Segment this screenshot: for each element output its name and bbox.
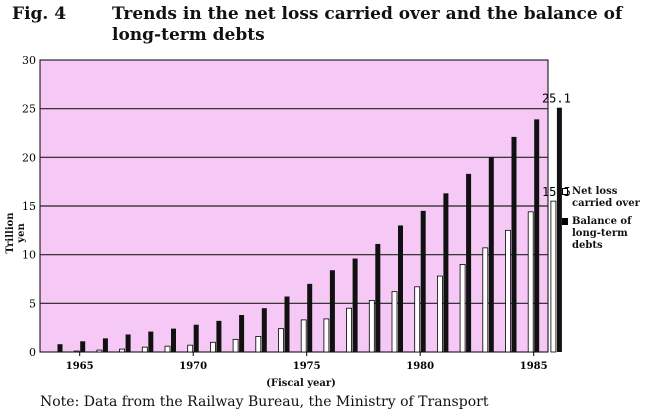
- bar-net-loss: [414, 286, 421, 353]
- bar-net-loss: [119, 348, 125, 353]
- bar-net-loss: [482, 247, 489, 353]
- bar-long-term-debts: [352, 258, 358, 352]
- y-tick-label: 0: [29, 346, 36, 359]
- bar-net-loss: [436, 275, 443, 353]
- legend-label-line: long-term: [572, 228, 628, 239]
- legend-label-line: debts: [572, 240, 603, 251]
- bar-long-term-debts: [329, 270, 335, 352]
- x-tick-label: 1975: [293, 361, 321, 372]
- bar-net-loss: [255, 336, 262, 353]
- bar-long-term-debts: [216, 320, 222, 352]
- bar-long-term-debts: [511, 136, 517, 352]
- bar-net-loss: [209, 341, 216, 353]
- x-axis-label: (Fiscal year): [266, 378, 336, 389]
- x-tick-label: 1980: [406, 361, 434, 372]
- title-line-1: Trends in the net loss carried over and …: [112, 4, 623, 24]
- bar-net-loss: [346, 307, 353, 353]
- bar-long-term-debts: [375, 243, 381, 352]
- bar-net-loss: [141, 346, 148, 353]
- legend: Net loss carried over Balance of long-te…: [562, 186, 650, 258]
- y-tick-label: 25: [22, 103, 36, 116]
- bar-net-loss: [550, 200, 557, 353]
- y-tick-label: 5: [29, 297, 36, 310]
- bar-net-loss: [391, 291, 398, 353]
- bar-net-loss: [187, 344, 194, 353]
- bar-long-term-debts: [398, 225, 403, 352]
- bar-net-loss: [96, 349, 103, 353]
- legend-label-line: Balance of: [572, 216, 632, 227]
- bar-long-term-debts: [443, 193, 449, 352]
- legend-label-line: Net loss: [572, 186, 618, 197]
- data-label: 25.1: [542, 92, 571, 106]
- legend-entry-net-loss: Net loss carried over: [562, 186, 650, 210]
- y-axis-label: Trillion yen: [5, 212, 27, 254]
- bars: [57, 107, 562, 353]
- bar-long-term-debts: [171, 328, 176, 352]
- bar-long-term-debts: [534, 119, 540, 352]
- legend-swatch-white: [562, 188, 568, 195]
- y-tick-label: 15: [22, 200, 36, 213]
- bar-long-term-debts: [284, 296, 290, 352]
- bar-long-term-debts: [488, 157, 494, 352]
- bar-net-loss: [368, 300, 375, 353]
- bar-long-term-debts: [466, 173, 472, 352]
- bar-net-loss: [278, 328, 284, 353]
- bar-net-loss: [73, 350, 80, 353]
- x-tick-label: 1985: [520, 361, 548, 372]
- bar-long-term-debts: [556, 107, 562, 353]
- bar-long-term-debts: [102, 338, 108, 352]
- title-line-2: long-term debts: [112, 25, 265, 45]
- bar-net-loss: [300, 319, 307, 353]
- bar-long-term-debts: [261, 308, 267, 352]
- bar-long-term-debts: [80, 341, 86, 352]
- bar-long-term-debts: [193, 324, 199, 352]
- bar-net-loss: [505, 229, 511, 353]
- bar-long-term-debts: [307, 283, 313, 352]
- chart-title: Fig. 4 Trends in the net loss carried ove…: [12, 4, 642, 46]
- bar-net-loss: [164, 345, 171, 353]
- bar-long-term-debts: [420, 210, 426, 352]
- y-tick-label: 30: [22, 54, 36, 67]
- y-tick-label: 20: [22, 151, 36, 164]
- source-note: Note: Data from the Railway Bureau, the …: [40, 394, 489, 410]
- legend-entry-debts: Balance of long-term debts: [562, 216, 650, 252]
- bar-net-loss: [323, 318, 330, 353]
- bar-net-loss: [459, 263, 466, 353]
- bar-net-loss: [232, 338, 239, 353]
- y-axis-ticks: 0 5 10 15 20 25 30: [22, 54, 36, 359]
- x-tick-label: 1965: [66, 361, 94, 372]
- bar-long-term-debts: [148, 331, 154, 352]
- figure-number: Fig. 4: [12, 4, 67, 24]
- bar-long-term-debts: [57, 344, 63, 352]
- bar-long-term-debts: [125, 334, 131, 352]
- x-axis-ticks: 1965 1970 1975 1980 1985: [66, 352, 548, 372]
- x-tick-label: 1970: [179, 361, 207, 372]
- legend-label-line: carried over: [572, 198, 640, 209]
- y-tick-label: 10: [22, 249, 36, 262]
- bar-long-term-debts: [239, 315, 245, 352]
- bar-net-loss: [527, 211, 534, 353]
- legend-swatch-black: [562, 218, 568, 225]
